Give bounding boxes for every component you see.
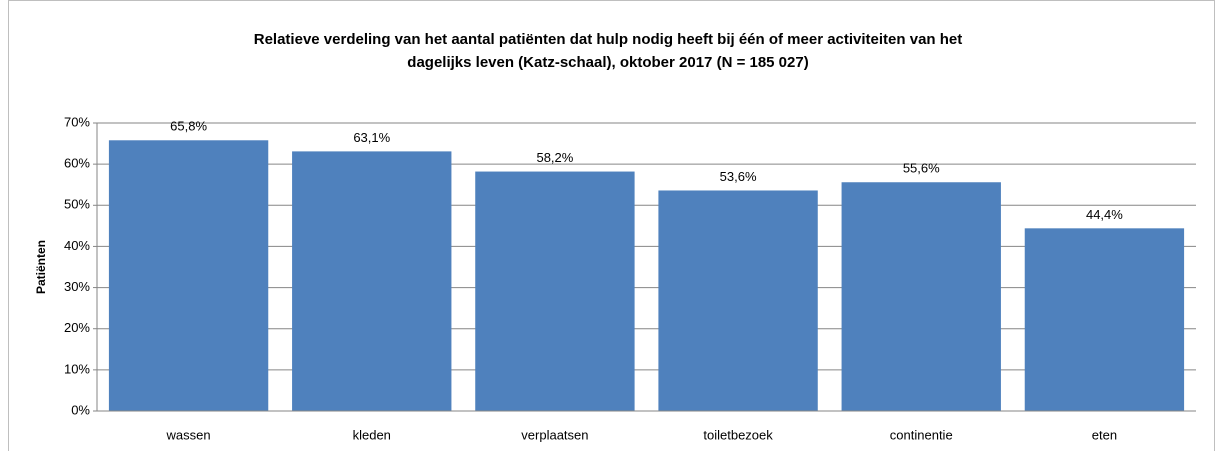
data-label: 58,2%: [536, 150, 573, 165]
x-tick-label: eten: [1092, 427, 1117, 442]
data-label: 63,1%: [353, 130, 390, 145]
bar: [292, 151, 452, 412]
y-tick-label: 60%: [64, 156, 90, 171]
y-axis-label: Patiënten: [34, 240, 48, 294]
y-tick-label: 70%: [64, 114, 90, 129]
x-tick-label: kleden: [353, 427, 391, 442]
chart-title: dagelijks leven (Katz-schaal), oktober 2…: [407, 54, 808, 71]
bar: [1024, 228, 1185, 411]
y-tick-label: 30%: [64, 279, 90, 294]
chart-title: Relatieve verdeling van het aantal patië…: [254, 31, 963, 48]
y-tick-label: 10%: [64, 361, 90, 376]
bar: [108, 140, 269, 411]
bar: [475, 171, 635, 411]
y-tick-label: 20%: [64, 320, 90, 335]
y-tick-label: 40%: [64, 238, 90, 253]
x-tick-label: wassen: [166, 427, 211, 442]
data-label: 53,6%: [720, 169, 757, 184]
data-label: 65,8%: [170, 119, 207, 134]
x-tick-label: continentie: [890, 427, 953, 442]
y-tick-label: 50%: [64, 197, 90, 212]
bar: [658, 190, 818, 411]
data-label: 44,4%: [1086, 207, 1123, 222]
data-label: 55,6%: [903, 161, 940, 176]
x-tick-label: verplaatsen: [521, 427, 588, 442]
y-tick-label: 0%: [71, 402, 90, 417]
bar: [841, 182, 1001, 411]
x-tick-label: toiletbezoek: [703, 427, 773, 442]
chart-frame: [8, 0, 1215, 451]
